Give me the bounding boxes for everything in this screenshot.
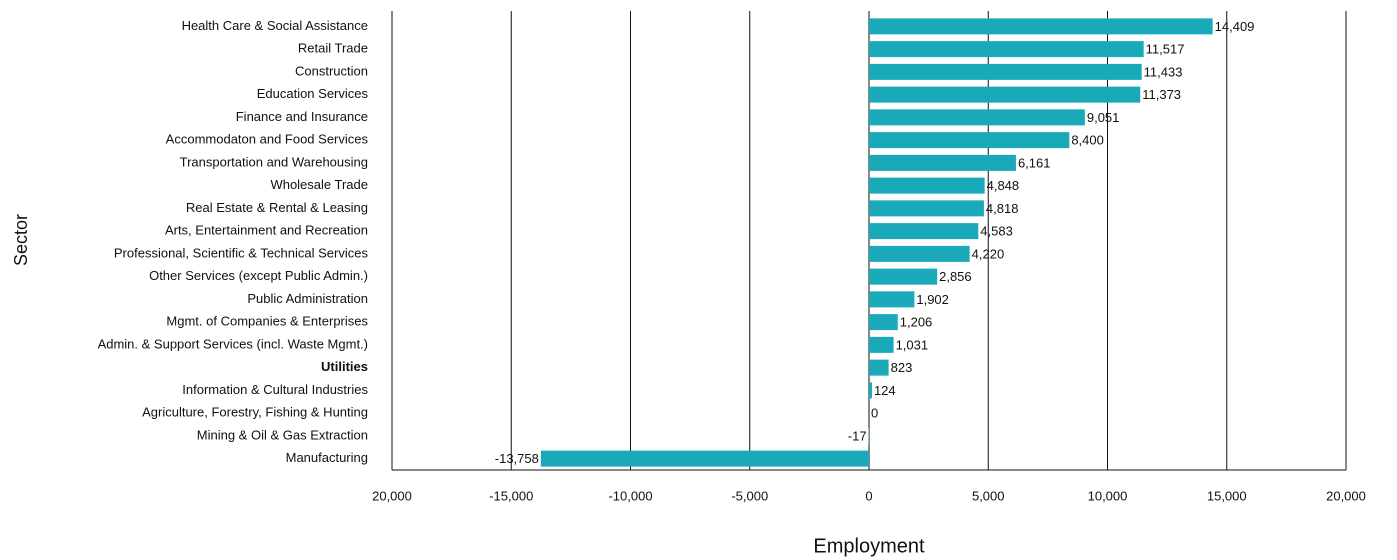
value-label: 11,433 (1144, 64, 1183, 79)
y-tick-label: Information & Cultural Industries (182, 382, 368, 397)
y-tick-label: Other Services (except Public Admin.) (149, 268, 368, 283)
y-tick-label: Arts, Entertainment and Recreation (165, 223, 368, 238)
y-tick-label: Mining & Oil & Gas Extraction (197, 427, 368, 442)
y-tick-label: Transportation and Warehousing (180, 154, 368, 169)
x-tick-label: 0 (865, 488, 872, 503)
x-tick-label: 20,000 (1326, 488, 1366, 503)
bar (869, 336, 894, 353)
y-tick-label: Utilities (321, 359, 368, 374)
y-tick-label: Finance and Insurance (236, 109, 368, 124)
bar (869, 154, 1016, 171)
value-label: -17 (848, 428, 867, 443)
value-label: -13,758 (495, 451, 539, 466)
bar (869, 314, 898, 331)
bar (869, 359, 889, 376)
value-label: 2,856 (939, 269, 972, 284)
y-tick-label: Wholesale Trade (270, 177, 368, 192)
value-label: 8,400 (1071, 133, 1104, 148)
bar (869, 200, 984, 217)
bar (869, 41, 1144, 58)
value-label: 9,051 (1087, 110, 1120, 125)
y-tick-label: Manufacturing (286, 450, 368, 465)
bar (869, 109, 1085, 126)
y-tick-label: Mgmt. of Companies & Enterprises (166, 314, 368, 329)
y-tick-label: Education Services (257, 86, 369, 101)
bar (869, 18, 1213, 35)
x-tick-label: 20,000 (372, 488, 412, 503)
value-label: 11,373 (1142, 87, 1181, 102)
bar (869, 177, 985, 194)
value-label: 124 (874, 383, 896, 398)
bar (869, 245, 970, 262)
value-label: 14,409 (1215, 19, 1255, 34)
value-label: 4,848 (987, 178, 1020, 193)
value-label: 1,902 (916, 292, 949, 307)
value-label: 11,517 (1146, 42, 1185, 57)
x-tick-label: 10,000 (1088, 488, 1128, 503)
x-axis-label: Employment (813, 535, 925, 557)
bar (869, 291, 915, 308)
value-label: 4,583 (980, 224, 1013, 239)
bar (869, 268, 938, 285)
x-tick-label: 5,000 (972, 488, 1005, 503)
y-tick-label: Construction (295, 63, 368, 78)
bar (869, 86, 1141, 103)
y-tick-label: Accommodaton and Food Services (166, 132, 369, 147)
y-tick-label: Health Care & Social Assistance (182, 18, 368, 33)
value-label: 4,818 (986, 201, 1019, 216)
y-axis-label: Sector (11, 214, 31, 266)
x-tick-label: -15,000 (489, 488, 533, 503)
x-tick-label: 15,000 (1207, 488, 1247, 503)
bar (540, 450, 869, 467)
value-label: 823 (891, 360, 913, 375)
y-tick-label: Admin. & Support Services (incl. Waste M… (98, 336, 368, 351)
value-label: 0 (871, 406, 878, 421)
y-tick-label: Professional, Scientific & Technical Ser… (114, 245, 369, 260)
bar (869, 132, 1070, 149)
x-tick-label: -5,000 (731, 488, 768, 503)
y-tick-label: Agriculture, Forestry, Fishing & Hunting (142, 405, 368, 420)
value-label: 4,220 (972, 246, 1005, 261)
y-tick-label: Retail Trade (298, 41, 368, 56)
y-tick-label: Public Administration (247, 291, 368, 306)
y-tick-label: Real Estate & Rental & Leasing (186, 200, 368, 215)
value-label: 1,206 (900, 315, 933, 330)
bar (869, 382, 872, 399)
bar (869, 223, 979, 240)
x-tick-label: -10,000 (608, 488, 652, 503)
value-label: 6,161 (1018, 155, 1051, 170)
value-label: 1,031 (896, 337, 929, 352)
bar (869, 63, 1142, 80)
